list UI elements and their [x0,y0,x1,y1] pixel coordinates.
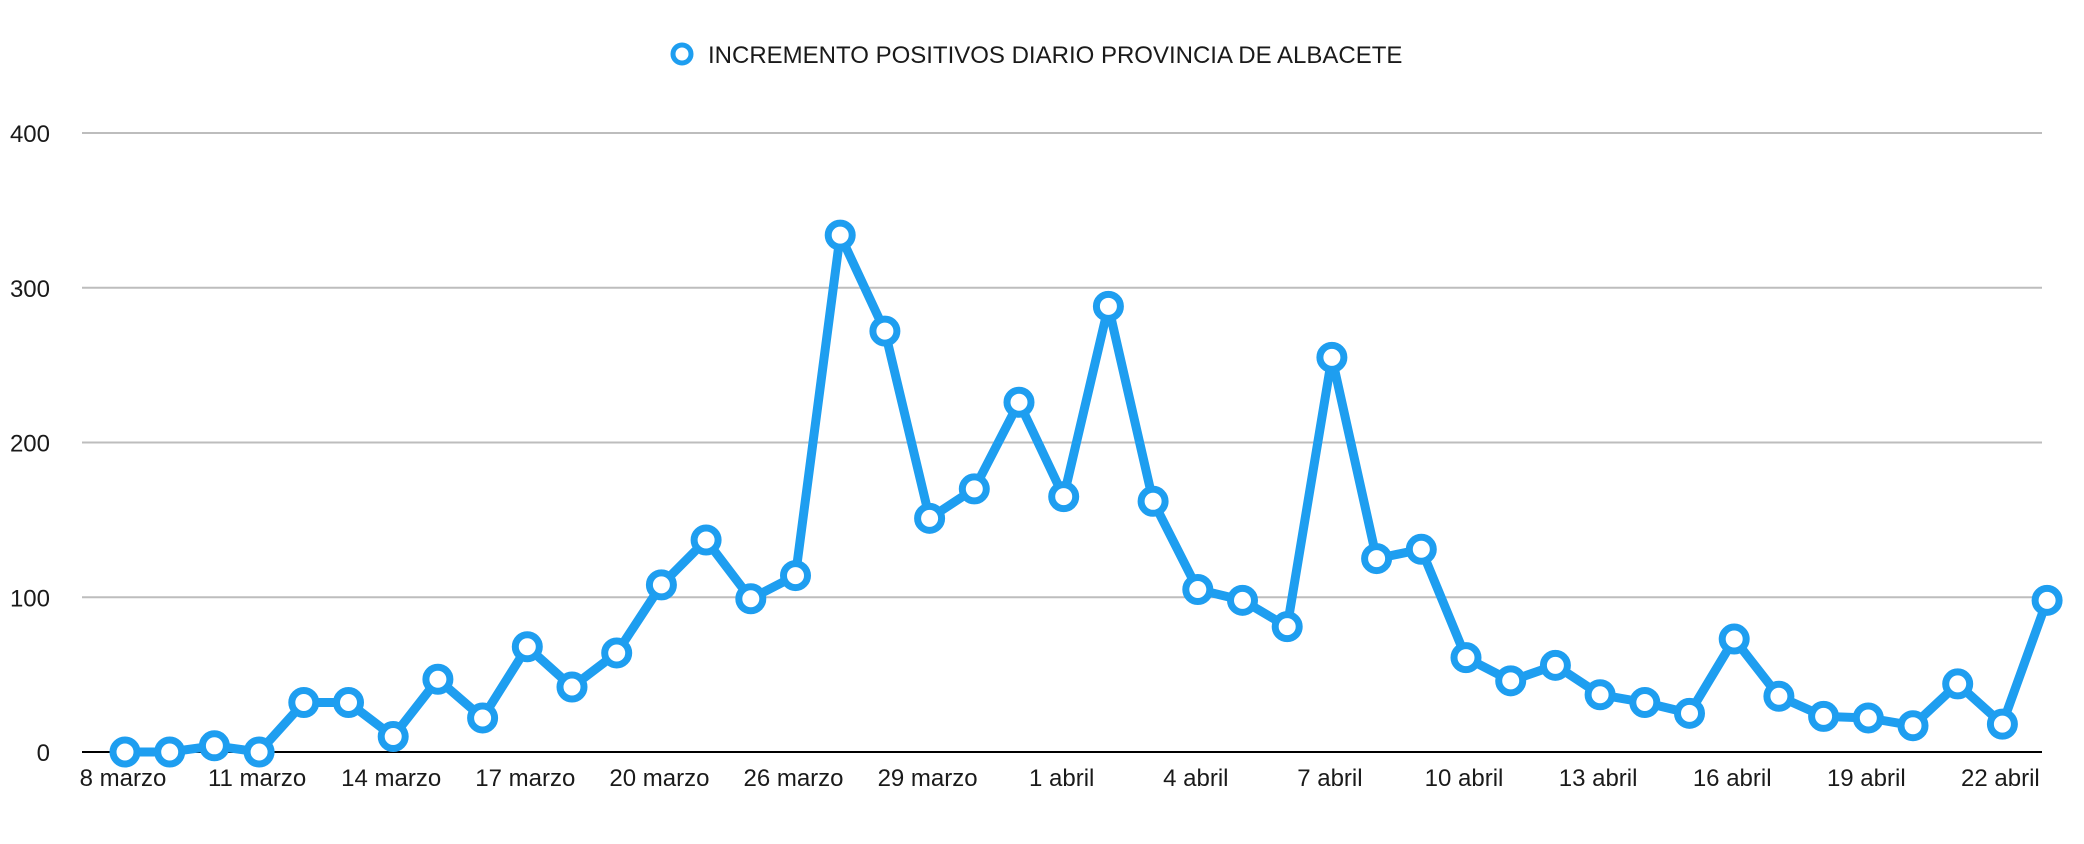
x-tick-label: 19 abril [1827,765,1906,792]
data-point [377,721,409,753]
x-tick-label: 13 abril [1559,765,1638,792]
data-point [1092,290,1124,322]
grid-lines [82,132,2042,599]
x-tick-label: 26 marzo [743,765,843,792]
series-line [120,230,2052,757]
data-point [333,686,364,718]
x-tick-label: 22 abril [1961,765,2040,792]
data-point [1405,533,1437,565]
x-tick-label: 14 marzo [341,765,441,792]
y-axis-ticks: 0 100 200 300 400 [10,121,50,767]
x-tick-label: 4 abril [1163,765,1228,792]
data-point [556,671,588,703]
data-point [1227,584,1258,616]
data-point [735,583,767,615]
data-point [869,315,901,347]
legend: INCREMENTO POSITIVOS DIARIO PROVINCIA DE… [670,42,1402,69]
data-point [1182,574,1214,606]
data-point [1495,665,1527,697]
data-point [422,663,454,695]
x-tick-label: 8 marzo [80,765,167,792]
data-point [1539,649,1571,681]
data-point [1852,702,1884,734]
data-point [1003,386,1035,418]
x-tick-label: 16 abril [1693,765,1772,792]
y-tick-label: 0 [37,740,50,767]
series-incremento-positivos [109,219,2063,768]
x-tick-label: 1 abril [1029,765,1094,792]
y-tick-label: 300 [10,276,50,303]
data-point [1763,680,1795,712]
data-point [1584,679,1616,711]
data-point [243,736,275,768]
y-tick-label: 100 [10,585,50,612]
data-point [198,730,230,762]
data-point [1450,642,1482,674]
data-point [1986,708,2018,740]
x-tick-label: 11 marzo [208,765,306,792]
data-point [288,686,320,718]
legend-series-label: INCREMENTO POSITIVOS DIARIO PROVINCIA DE… [708,42,1402,69]
data-point [1629,686,1661,718]
data-point [914,502,946,534]
data-point [958,473,990,505]
data-point [1361,543,1393,575]
y-tick-label: 200 [10,431,50,458]
data-point [690,524,722,556]
data-point [511,631,543,663]
data-point [780,560,811,592]
data-point [601,637,633,669]
data-point [1316,341,1348,373]
data-point [824,219,856,251]
data-point [467,702,499,734]
x-tick-label: 17 marzo [475,765,575,792]
data-point [1048,481,1080,513]
data-point [1674,697,1705,729]
x-axis-ticks: 8 marzo 11 marzo 14 marzo 17 marzo 20 marzo 2… [80,765,2040,792]
data-point [1718,623,1750,655]
x-tick-label: 29 marzo [878,765,978,792]
data-point [1271,611,1303,643]
data-point [154,736,186,768]
x-tick-label: 7 abril [1297,765,1362,792]
y-tick-label: 400 [10,121,50,148]
data-point [109,736,141,768]
data-point [1897,710,1929,742]
legend-marker-icon [670,42,694,66]
data-point [1942,668,1974,700]
data-point [2031,584,2063,616]
data-point [1808,700,1840,732]
data-point [645,569,677,601]
x-tick-label: 20 marzo [609,765,709,792]
x-tick-label: 10 abril [1425,765,1504,792]
data-point [1137,485,1169,517]
